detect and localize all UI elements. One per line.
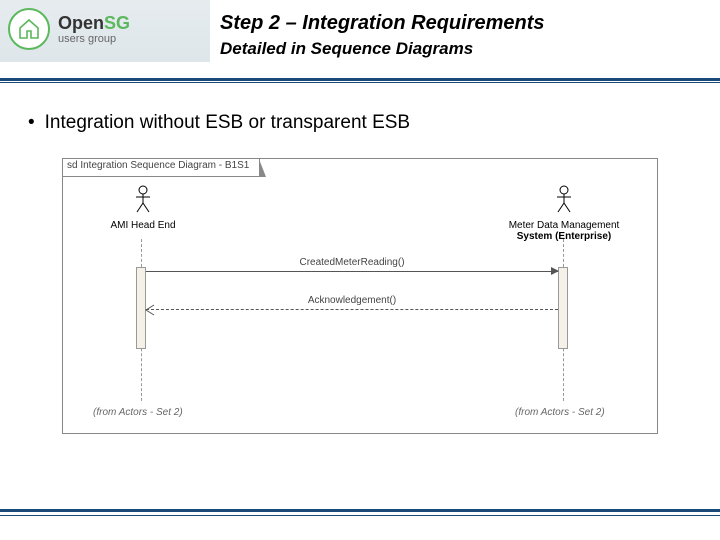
actor-ami-label: AMI Head End [103, 220, 183, 231]
title-block: Step 2 – Integration Requirements Detail… [220, 12, 700, 59]
logo-text: OpenSG users group [58, 14, 130, 45]
footer-rule-thick [0, 509, 720, 512]
slide-title: Step 2 – Integration Requirements [220, 12, 700, 35]
actor-mdm-label: Meter Data Management System (Enterprise… [499, 220, 629, 242]
msg-acknowledgement: Acknowledgement() [146, 299, 558, 313]
actor-mdm-label-l1: Meter Data Management [499, 220, 629, 231]
actor-mdm-note: (from Actors - Set 2) [515, 407, 605, 418]
house-icon [8, 8, 50, 50]
msg-created-meter-reading: CreatedMeterReading() [146, 261, 558, 275]
actor-ami-note: (from Actors - Set 2) [93, 407, 183, 418]
actor-ami: AMI Head End [103, 185, 183, 231]
logo-word-b: SG [104, 13, 130, 33]
header-rule-thick [0, 78, 720, 81]
slide-header: OpenSG users group Step 2 – Integration … [0, 0, 720, 90]
logo-main: OpenSG [58, 14, 130, 32]
arrow-left-open-icon [145, 303, 153, 315]
stickman-icon [134, 185, 152, 213]
header-rule-thin [0, 82, 720, 83]
bullet-dot: • [28, 112, 35, 133]
frame-label: sd Integration Sequence Diagram - B1S1 [63, 159, 260, 177]
activation-mdm [558, 267, 568, 349]
stickman-icon [555, 185, 573, 213]
msg1-label: CreatedMeterReading() [146, 257, 558, 268]
msg1-line [146, 271, 558, 272]
arrow-right-icon [551, 267, 559, 275]
logo: OpenSG users group [8, 8, 130, 50]
bullet-text: Integration without ESB or transparent E… [45, 112, 410, 133]
footer-rule-thin [0, 515, 720, 516]
actor-mdm-label-l2: System (Enterprise) [499, 231, 629, 242]
sequence-diagram-frame: sd Integration Sequence Diagram - B1S1 A… [62, 158, 658, 434]
bullet-item: • Integration without ESB or transparent … [28, 112, 410, 134]
msg2-line [146, 309, 558, 310]
actor-mdm: Meter Data Management System (Enterprise… [499, 185, 629, 242]
msg2-label: Acknowledgement() [146, 295, 558, 306]
slide-subtitle: Detailed in Sequence Diagrams [220, 39, 700, 59]
logo-word-a: Open [58, 13, 104, 33]
logo-sub: users group [58, 34, 130, 45]
